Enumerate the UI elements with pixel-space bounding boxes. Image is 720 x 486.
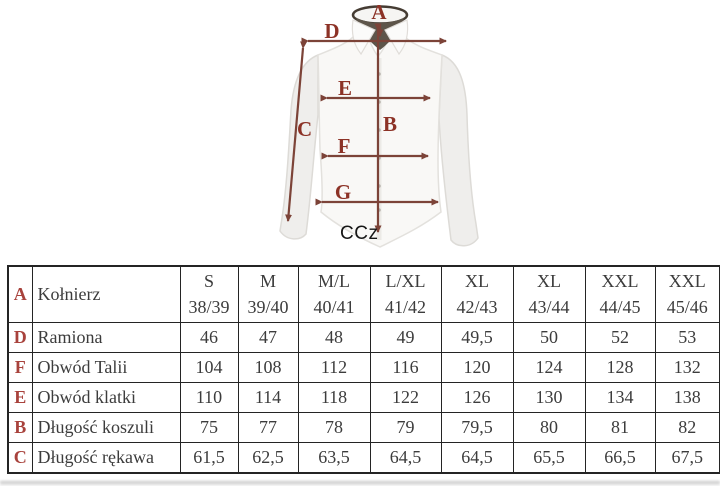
size-value-cell: 114 [237,382,299,413]
measure-label: Obwód klatki [31,382,181,413]
chest-measure-label: E [338,76,352,100]
shirt-illustration: A D C E B F G [279,0,479,248]
size-column-header: XXL 45/46 [654,265,720,323]
size-name: XL [537,271,561,292]
size-value-cell: 132 [654,352,720,383]
size-range: 38/39 [188,296,230,317]
size-value-cell: 108 [237,352,299,383]
shirt-measurement-diagram: A D C E B F G CCz [279,0,479,248]
measure-letter: A [7,265,33,323]
size-value-cell: 79 [369,412,442,443]
measure-letter: E [7,382,33,413]
measure-label: Kołnierz [31,265,181,323]
size-column-header: XL 43/44 [512,265,586,323]
size-range: 44/45 [599,296,641,317]
size-range: 41/42 [384,296,426,317]
diagram-caption: CCz [340,223,379,244]
size-column-header: M/L 40/41 [297,265,371,323]
measure-letter: C [7,442,33,474]
size-name: XXL [601,271,639,292]
size-value-cell: 78 [297,412,371,443]
size-column-header: XXL 44/45 [584,265,656,323]
measure-label: Długość koszuli [31,412,181,443]
shoulders-measure-label: D [324,19,339,43]
size-value-cell: 61,5 [179,442,239,474]
size-value-cell: 64,5 [440,442,514,474]
size-value-cell: 53 [654,322,720,353]
size-value-cell: 66,5 [584,442,656,474]
size-range: 45/46 [666,296,708,317]
size-value-cell: 112 [297,352,371,383]
table-row: B Długość koszuli 75 77 78 79 79,5 80 81 82 [7,412,720,443]
shirt-length-measure-label: B [383,112,397,136]
size-value-cell: 77 [237,412,299,443]
size-table-body: D Ramiona 46 47 48 49 49,5 50 52 53 F Obwód Tal… [7,322,720,474]
measure-letter: D [7,322,33,353]
size-value-cell: 63,5 [297,442,371,474]
size-value-cell: 110 [179,382,239,413]
size-value-cell: 50 [512,322,586,353]
size-column-header: L/XL 41/42 [369,265,442,323]
size-value-cell: 67,5 [654,442,720,474]
size-range: 42/43 [456,296,498,317]
size-value-cell: 126 [440,382,514,413]
size-value-cell: 122 [369,382,442,413]
table-row: F Obwód Talii 104 108 112 116 120 124 128 132 [7,352,720,383]
table-row: E Obwód klatki 110 114 118 122 126 130 134 138 [7,382,720,413]
size-name: XL [465,271,489,292]
collar-measure-label: A [371,0,387,24]
size-value-cell: 118 [297,382,371,413]
size-value-cell: 52 [584,322,656,353]
size-value-cell: 120 [440,352,514,383]
cropped-content-edge [0,481,720,486]
size-name: M [259,271,276,292]
size-column-header: M 39/40 [237,265,299,323]
measure-label: Obwód Talii [31,352,181,383]
size-value-cell: 47 [237,322,299,353]
measure-label: Długość rękawa [31,442,181,474]
size-name: XXL [668,271,706,292]
size-name: S [203,271,214,292]
size-name: L/XL [385,271,426,292]
size-range: 43/44 [528,296,570,317]
size-table-header-row: A Kołnierz S 38/39 M 39/40 M/L 40/41 L/X… [7,265,720,323]
size-value-cell: 75 [179,412,239,443]
sleeve-measure-label: C [297,117,312,141]
size-value-cell: 134 [584,382,656,413]
size-value-cell: 82 [654,412,720,443]
size-range: 39/40 [247,296,289,317]
measurement-labels: A D C E B F G [297,0,397,204]
size-value-cell: 116 [369,352,442,383]
size-value-cell: 81 [584,412,656,443]
size-value-cell: 49,5 [440,322,514,353]
measurement-arrows [285,23,447,233]
size-value-cell: 64,5 [369,442,442,474]
size-value-cell: 65,5 [512,442,586,474]
size-value-cell: 48 [297,322,371,353]
size-column-header: S 38/39 [179,265,239,323]
size-value-cell: 138 [654,382,720,413]
size-value-cell: 79,5 [440,412,514,443]
size-range: 40/41 [313,296,355,317]
size-table: A Kołnierz S 38/39 M 39/40 M/L 40/41 L/X… [7,265,720,474]
size-value-cell: 80 [512,412,586,443]
size-value-cell: 128 [584,352,656,383]
sleeve-arrow [285,41,308,222]
hem-measure-label: G [335,180,351,204]
size-value-cell: 62,5 [237,442,299,474]
size-value-cell: 130 [512,382,586,413]
measure-label: Ramiona [31,322,181,353]
size-name: M/L [317,271,350,292]
table-row: C Długość rękawa 61,5 62,5 63,5 64,5 64,5 65,… [7,442,720,474]
size-value-cell: 46 [179,322,239,353]
measure-letter: B [7,412,33,443]
size-column-header: XL 42/43 [440,265,514,323]
waist-measure-label: F [338,134,351,158]
size-value-cell: 124 [512,352,586,383]
measure-letter: F [7,352,33,383]
table-row: D Ramiona 46 47 48 49 49,5 50 52 53 [7,322,720,353]
size-value-cell: 49 [369,322,442,353]
size-value-cell: 104 [179,352,239,383]
